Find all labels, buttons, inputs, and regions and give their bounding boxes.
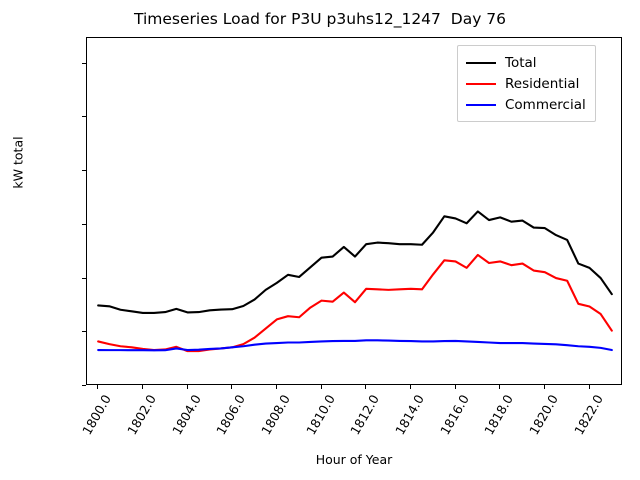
x-tick-label: 1808.0	[257, 392, 293, 438]
legend-label-total: Total	[505, 54, 537, 71]
y-tick-mark	[82, 277, 86, 279]
x-tick-label: 1822.0	[570, 392, 606, 438]
x-tick-label: 1804.0	[168, 392, 204, 438]
x-tick-mark	[320, 385, 322, 389]
y-tick-mark	[82, 331, 86, 333]
x-tick-label: 1810.0	[302, 392, 338, 438]
legend-item[interactable]: Commercial	[466, 94, 586, 115]
series-line-residential	[97, 253, 613, 353]
x-tick-label: 1818.0	[481, 392, 517, 438]
x-tick-mark	[275, 385, 277, 389]
x-tick-mark	[97, 385, 99, 389]
y-axis-label: kW total	[10, 136, 26, 189]
y-tick-mark	[82, 170, 86, 172]
x-tick-mark	[141, 385, 143, 389]
y-tick-mark	[82, 223, 86, 225]
legend-item[interactable]: Total	[466, 52, 586, 73]
x-tick-mark	[543, 385, 545, 389]
legend-item[interactable]: Residential	[466, 73, 586, 94]
x-tick-label: 1800.0	[79, 392, 115, 438]
series-line-commercial	[97, 339, 613, 352]
legend-label-residential: Residential	[505, 75, 580, 92]
series-lines	[97, 210, 613, 353]
y-tick-mark	[82, 62, 86, 64]
x-tick-mark	[588, 385, 590, 389]
x-tick-mark	[499, 385, 501, 389]
x-tick-label: 1812.0	[347, 392, 383, 438]
x-tick-mark	[365, 385, 367, 389]
legend-swatch-total	[466, 61, 496, 64]
legend-swatch-commercial	[466, 103, 496, 106]
x-tick-mark	[231, 385, 233, 389]
legend-label-commercial: Commercial	[505, 96, 586, 113]
x-tick-label: 1820.0	[525, 392, 561, 438]
chart-title: Timeseries Load for P3U p3uhs12_1247 Day…	[133, 10, 507, 28]
x-tick-mark	[454, 385, 456, 389]
y-tick-mark	[82, 116, 86, 118]
y-tick-mark	[82, 385, 86, 386]
x-tick-label: 1814.0	[391, 392, 427, 438]
x-tick-label: 1802.0	[123, 392, 159, 438]
x-tick-label: 1816.0	[436, 392, 472, 438]
x-axis-label: Hour of Year	[315, 452, 393, 467]
legend-swatch-residential	[466, 82, 496, 85]
legend: Total Residential Commercial	[457, 45, 596, 122]
x-tick-mark	[186, 385, 188, 389]
x-tick-label: 1806.0	[213, 392, 249, 438]
series-line-total	[97, 210, 613, 315]
x-tick-mark	[409, 385, 411, 389]
